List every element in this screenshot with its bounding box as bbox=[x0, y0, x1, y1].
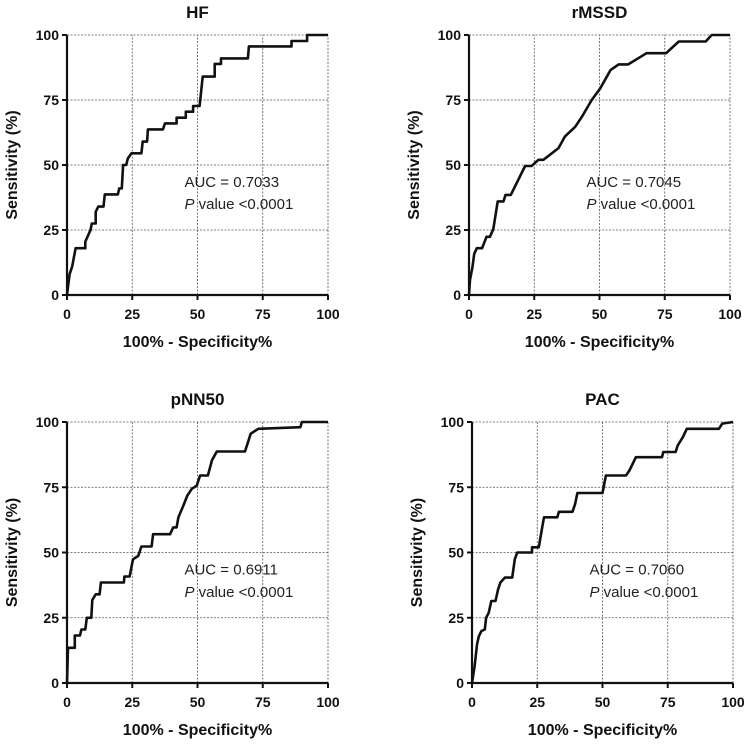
y-tick-label: 50 bbox=[43, 157, 59, 173]
y-tick-label: 50 bbox=[43, 545, 59, 561]
p-value-annotation: P value <0.0001 bbox=[589, 584, 698, 601]
chart-title: rMSSD bbox=[572, 3, 628, 22]
y-axis-label: Sensitivity (%) bbox=[409, 498, 426, 607]
y-tick-label: 0 bbox=[456, 675, 464, 691]
roc-curve bbox=[65, 33, 328, 296]
x-axis-label: 100% - Specificity% bbox=[123, 334, 272, 351]
y-tick-label: 100 bbox=[36, 27, 60, 43]
y-tick-label: 75 bbox=[448, 479, 464, 495]
y-axis-label: Sensitivity (%) bbox=[4, 498, 21, 607]
chart-title: PAC bbox=[585, 390, 620, 409]
y-tick-label: 0 bbox=[51, 287, 59, 303]
y-tick-label: 100 bbox=[36, 414, 60, 430]
x-tick-label: 25 bbox=[124, 306, 140, 322]
x-axis-label: 100% - Specificity% bbox=[525, 334, 674, 351]
p-value-text: value <0.0001 bbox=[194, 584, 293, 601]
roc-curve bbox=[65, 420, 328, 684]
p-value-text: value <0.0001 bbox=[599, 584, 698, 601]
x-tick-label: 25 bbox=[529, 694, 545, 710]
y-tick-label: 25 bbox=[448, 610, 464, 626]
x-tick-label: 100 bbox=[718, 306, 742, 322]
x-tick-label: 25 bbox=[526, 306, 542, 322]
x-tick-label: 100 bbox=[721, 694, 745, 710]
auc-annotation: AUC = 0.6911 bbox=[184, 562, 278, 579]
y-tick-label: 100 bbox=[441, 414, 465, 430]
x-tick-label: 100 bbox=[316, 694, 340, 710]
auc-annotation: AUC = 0.7060 bbox=[589, 562, 684, 579]
roc-curve bbox=[467, 33, 730, 296]
x-tick-label: 0 bbox=[468, 694, 476, 710]
x-tick-label: 75 bbox=[255, 694, 271, 710]
x-axis-label: 100% - Specificity% bbox=[123, 722, 272, 739]
roc-panel-pac: 0 25 50 75 100 0 25 50 75 100 PAC 100% - Specificit… bbox=[409, 390, 745, 739]
y-tick-label: 75 bbox=[445, 92, 461, 108]
y-tick-label: 25 bbox=[43, 222, 59, 238]
x-tick-label: 50 bbox=[592, 306, 608, 322]
y-axis-label: Sensitivity (%) bbox=[406, 110, 423, 219]
x-tick-label: 100 bbox=[316, 306, 340, 322]
y-tick-label: 75 bbox=[43, 479, 59, 495]
p-value-annotation: P value <0.0001 bbox=[184, 584, 293, 601]
x-tick-label: 75 bbox=[660, 694, 676, 710]
x-tick-label: 0 bbox=[63, 306, 71, 322]
y-tick-label: 100 bbox=[438, 27, 462, 43]
y-tick-label: 25 bbox=[43, 610, 59, 626]
roc-panel-rmssd: 0 25 50 75 100 0 25 50 75 100 rMSSD 100% - Specific… bbox=[406, 3, 742, 351]
p-label: P bbox=[586, 196, 596, 213]
x-tick-label: 50 bbox=[190, 694, 206, 710]
p-value-annotation: P value <0.0001 bbox=[184, 196, 293, 213]
roc-panel-hf: 0 25 50 75 100 0 25 50 75 100 HF 100% - Specificity… bbox=[4, 3, 340, 351]
x-tick-label: 75 bbox=[657, 306, 673, 322]
chart-title: HF bbox=[186, 3, 209, 22]
p-value-text: value <0.0001 bbox=[596, 196, 695, 213]
auc-annotation: AUC = 0.7033 bbox=[184, 174, 279, 191]
p-value-annotation: P value <0.0001 bbox=[586, 196, 695, 213]
x-tick-label: 50 bbox=[595, 694, 611, 710]
y-tick-label: 75 bbox=[43, 92, 59, 108]
p-label: P bbox=[589, 584, 599, 601]
p-value-text: value <0.0001 bbox=[194, 196, 293, 213]
y-tick-label: 50 bbox=[445, 157, 461, 173]
p-label: P bbox=[184, 196, 194, 213]
y-tick-label: 50 bbox=[448, 545, 464, 561]
x-tick-label: 0 bbox=[465, 306, 473, 322]
y-tick-label: 25 bbox=[445, 222, 461, 238]
auc-annotation: AUC = 0.7045 bbox=[586, 174, 681, 191]
roc-panel-pnn50: 0 25 50 75 100 0 25 50 75 100 pNN50 100% - Specific… bbox=[4, 390, 340, 739]
y-tick-label: 0 bbox=[453, 287, 461, 303]
y-axis-label: Sensitivity (%) bbox=[4, 110, 21, 219]
x-tick-label: 0 bbox=[63, 694, 71, 710]
p-label: P bbox=[184, 584, 194, 601]
chart-title: pNN50 bbox=[171, 390, 225, 409]
x-tick-label: 75 bbox=[255, 306, 271, 322]
x-tick-label: 25 bbox=[124, 694, 140, 710]
x-axis-label: 100% - Specificity% bbox=[528, 722, 677, 739]
x-tick-label: 50 bbox=[190, 306, 206, 322]
roc-curve bbox=[470, 420, 734, 684]
y-tick-label: 0 bbox=[51, 675, 59, 691]
